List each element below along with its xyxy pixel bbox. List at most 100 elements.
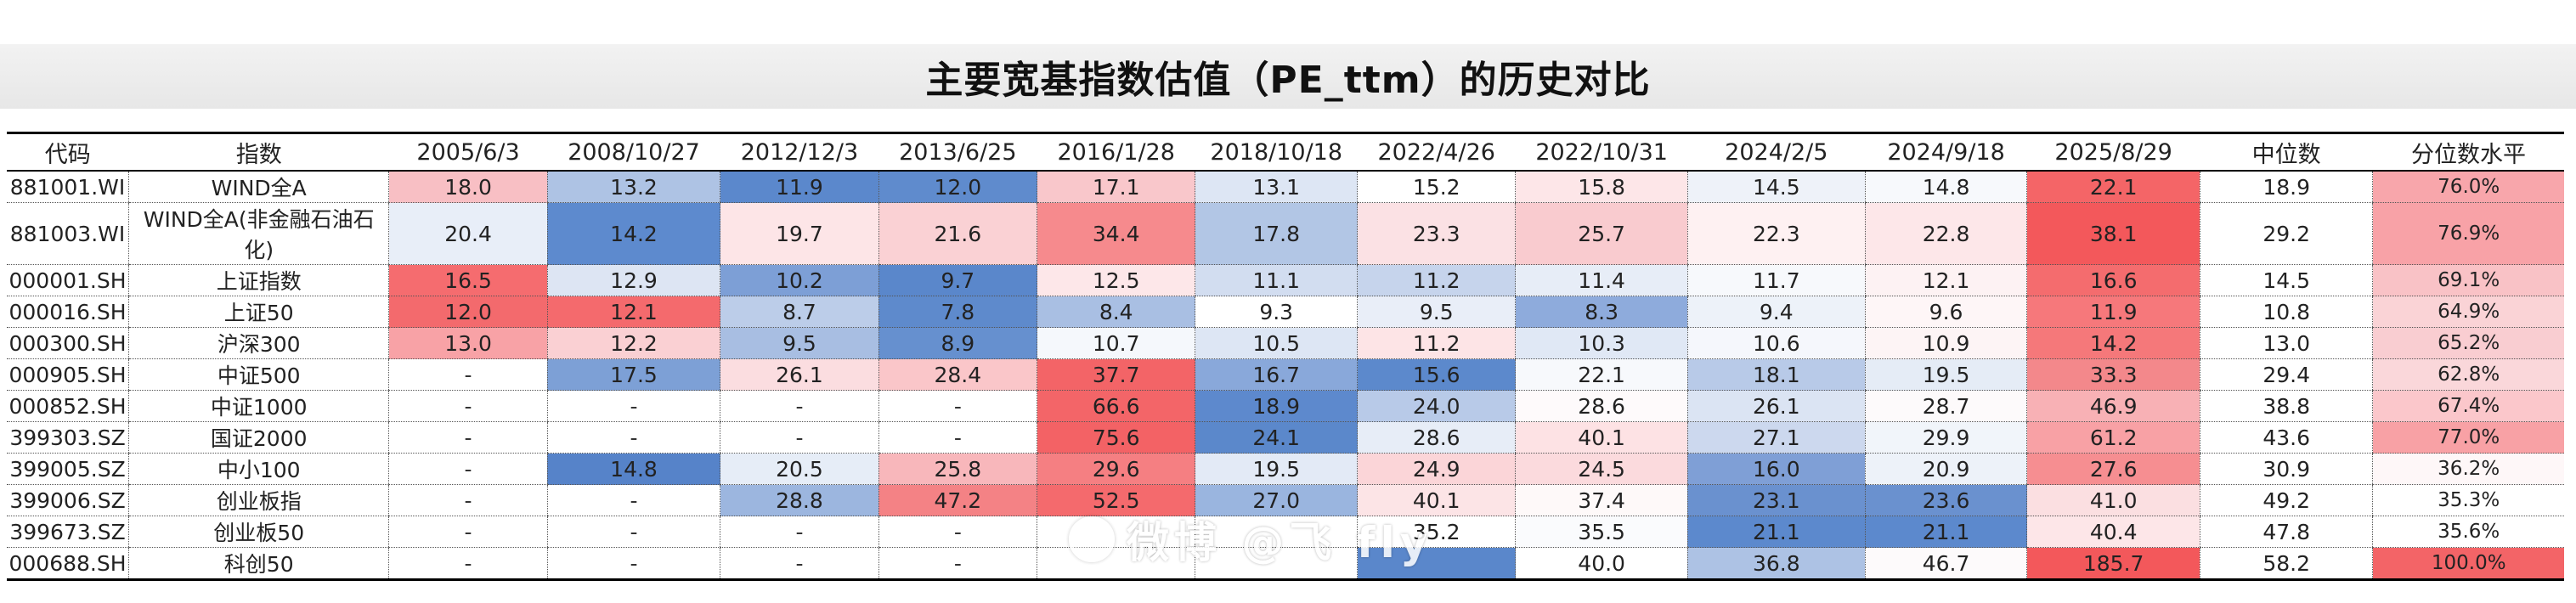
- pe-value-cell: 24.9: [1357, 453, 1516, 485]
- pe-value-cell: 19.5: [1195, 453, 1358, 485]
- pe-value-cell: 23.6: [1864, 484, 2027, 516]
- index-name-cell: 科创50: [128, 547, 389, 580]
- percentile-cell: 76.9%: [2372, 202, 2564, 265]
- pe-value-cell: 40.0: [1515, 547, 1688, 580]
- pe-value-cell: 33.3: [2026, 358, 2200, 391]
- pe-value-cell: 10.3: [1515, 327, 1688, 359]
- pe-value-cell: 21.1: [1864, 516, 2027, 548]
- pe-value-cell: 19.7: [720, 202, 879, 265]
- pe-value-cell: 75.6: [1037, 421, 1195, 454]
- index-name-cell: WIND全A(非金融石油石化): [128, 202, 389, 265]
- median-cell: 38.8: [2199, 390, 2373, 422]
- pe-value-cell: -: [546, 390, 720, 422]
- pe-value-cell: 23.1: [1686, 484, 1866, 516]
- header-date: 2022/10/31: [1515, 132, 1688, 172]
- pe-value-cell: 28.6: [1357, 421, 1516, 454]
- pe-value-cell: -: [388, 484, 548, 516]
- pe-value-cell: 9.7: [878, 264, 1037, 296]
- header-date: 2008/10/27: [547, 132, 720, 172]
- weibo-logo-icon: [1069, 516, 1115, 562]
- table-row: 000852.SH 中证1000- - - -66.6 18.9 24.0 28.6 26.1 2…: [7, 390, 2564, 422]
- pe-value-cell: 11.4: [1515, 264, 1688, 296]
- index-name-cell: 上证50: [128, 296, 389, 328]
- pe-value-cell: -: [546, 547, 720, 580]
- pe-value-cell: 19.5: [1864, 358, 2027, 391]
- header-row: 代码 指数 2005/6/3 2008/10/27 2012/12/3 2013…: [7, 132, 2564, 172]
- index-name-cell: 创业板50: [128, 516, 389, 548]
- pe-value-cell: 10.2: [720, 264, 879, 296]
- pe-value-cell: 12.2: [546, 327, 720, 359]
- pe-value-cell: 9.5: [1357, 296, 1516, 328]
- pe-value-cell: [1357, 547, 1516, 580]
- pe-value-cell: 29.6: [1037, 453, 1195, 485]
- pe-value-cell: 24.1: [1195, 421, 1358, 454]
- percentile-cell: 77.0%: [2372, 421, 2564, 454]
- median-cell: 49.2: [2199, 484, 2373, 516]
- header-date: 2016/1/28: [1037, 132, 1195, 172]
- pe-value-cell: 66.6: [1037, 390, 1195, 422]
- pe-value-cell: -: [546, 484, 720, 516]
- pe-value-cell: 28.4: [878, 358, 1037, 391]
- pe-value-cell: 14.2: [2026, 327, 2200, 359]
- pe-value-cell: 13.0: [388, 327, 548, 359]
- pe-value-cell: 46.7: [1864, 547, 2027, 580]
- pe-value-cell: 24.5: [1515, 453, 1688, 485]
- pe-value-cell: -: [546, 421, 720, 454]
- pe-value-cell: 16.6: [2026, 264, 2200, 296]
- header-date: 2012/12/3: [720, 132, 879, 172]
- pe-value-cell: 40.1: [1515, 421, 1688, 454]
- median-cell: 29.2: [2199, 202, 2373, 265]
- pe-value-cell: 14.8: [1864, 171, 2027, 203]
- pe-value-cell: 28.8: [720, 484, 879, 516]
- pe-value-cell: 22.1: [1515, 358, 1688, 391]
- median-cell: 43.6: [2199, 421, 2373, 454]
- code-cell: 000905.SH: [7, 358, 129, 391]
- pe-value-cell: 46.9: [2026, 390, 2200, 422]
- percentile-cell: 100.0%: [2372, 547, 2564, 580]
- code-cell: 881001.WI: [7, 171, 129, 203]
- pe-value-cell: -: [388, 390, 548, 422]
- pe-value-cell: 16.7: [1195, 358, 1358, 391]
- code-cell: 000688.SH: [7, 547, 129, 580]
- pe-value-cell: 22.8: [1864, 202, 2027, 265]
- pe-value-cell: 38.1: [2026, 202, 2200, 265]
- header-date: 2024/2/5: [1687, 132, 1866, 172]
- pe-value-cell: [1037, 516, 1195, 548]
- pe-value-cell: -: [388, 358, 548, 391]
- pe-value-cell: 14.2: [546, 202, 720, 265]
- pe-value-cell: 12.0: [878, 171, 1037, 203]
- pe-value-cell: 35.2: [1357, 516, 1516, 548]
- pe-value-cell: 27.1: [1686, 421, 1866, 454]
- pe-value-cell: 20.9: [1864, 453, 2027, 485]
- code-cell: 399673.SZ: [7, 516, 129, 548]
- pe-value-cell: -: [388, 516, 548, 548]
- pe-value-cell: -: [388, 421, 548, 454]
- pe-value-cell: 27.6: [2026, 453, 2200, 485]
- pe-value-cell: 10.5: [1195, 327, 1358, 359]
- pe-value-cell: 52.5: [1037, 484, 1195, 516]
- pe-value-cell: 18.0: [388, 171, 548, 203]
- table-row: 399673.SZ 创业板50- - - -35.2 35.5 21.1 21.1 40.4 47…: [7, 516, 2564, 548]
- pe-value-cell: 10.7: [1037, 327, 1195, 359]
- table-body: 881001.WI WIND全A 18.0 13.2 11.9 12.0 17.1 13.1 1…: [7, 171, 2564, 580]
- pe-value-cell: 25.7: [1515, 202, 1688, 265]
- code-cell: 881003.WI: [7, 202, 129, 265]
- median-cell: 14.5: [2199, 264, 2373, 296]
- code-cell: 000852.SH: [7, 390, 129, 422]
- table-row: 000016.SH 上证50 12.0 12.1 8.7 7.8 8.4 9.3 9.5 8.3 9…: [7, 296, 2564, 328]
- pe-value-cell: -: [878, 390, 1037, 422]
- code-cell: 399006.SZ: [7, 484, 129, 516]
- table-row: 881001.WI WIND全A 18.0 13.2 11.9 12.0 17.1 13.1 1…: [7, 171, 2564, 203]
- header-date: 2005/6/3: [388, 132, 548, 172]
- percentile-cell: 35.6%: [2372, 516, 2564, 548]
- pe-value-cell: 16.5: [388, 264, 548, 296]
- pe-value-cell: 26.1: [720, 358, 879, 391]
- header-code: 代码: [7, 132, 129, 172]
- header-date: 2022/4/26: [1357, 132, 1516, 172]
- pe-value-cell: 24.0: [1357, 390, 1516, 422]
- pe-value-cell: 37.4: [1515, 484, 1688, 516]
- pe-value-cell: 11.1: [1195, 264, 1358, 296]
- index-name-cell: 中证500: [128, 358, 389, 391]
- pe-value-cell: 13.1: [1195, 171, 1358, 203]
- pe-value-cell: 9.6: [1864, 296, 2027, 328]
